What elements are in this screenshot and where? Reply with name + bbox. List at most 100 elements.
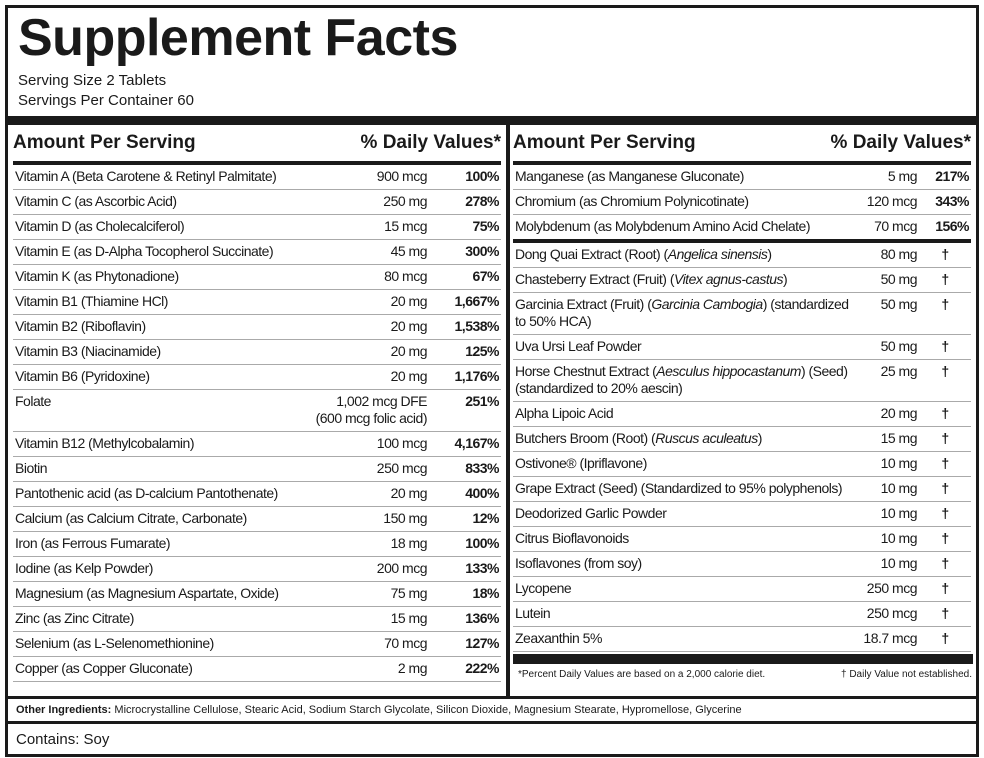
nutrient-amount: 50 mg <box>855 267 919 293</box>
left-header: Amount Per Serving % Daily Values* <box>13 125 501 165</box>
daily-value: 833% <box>429 456 501 482</box>
nutrient-name-text: Dong Quai Extract (Root) ( <box>515 246 668 262</box>
nutrient-name: Iron (as Ferrous Fumarate) <box>13 531 299 557</box>
nutrient-amount: 15 mg <box>855 426 919 452</box>
amount-value: 50 mg <box>880 271 918 287</box>
nutrient-row: Vitamin E (as D-Alpha Tocopherol Succina… <box>13 239 501 265</box>
dv-header: % Daily Values* <box>360 132 501 153</box>
nutrient-row: Vitamin B1 (Thiamine HCl) 20 mg 1,667% <box>13 289 501 315</box>
amount-value: 50 mg <box>880 338 918 354</box>
amount-value: 20 mg <box>880 405 918 421</box>
nutrient-name: Biotin <box>13 456 299 482</box>
nutrient-amount: 20 mg <box>299 339 429 365</box>
amount-value: 20 mg <box>390 293 428 309</box>
daily-value: † <box>919 526 971 552</box>
nutrient-name: Molybdenum (as Molybdenum Amino Acid Che… <box>513 214 855 243</box>
nutrient-name: Vitamin K (as Phytonadione) <box>13 264 299 290</box>
daily-value: 217% <box>919 165 971 190</box>
nutrient-amount: 200 mcg <box>299 556 429 582</box>
nutrient-name-text: Pantothenic acid (as D-calcium Pantothen… <box>15 485 278 501</box>
amount-value: 20 mg <box>390 318 428 334</box>
nutrient-name: Vitamin B1 (Thiamine HCl) <box>13 289 299 315</box>
amount-value: 250 mcg <box>376 460 428 476</box>
daily-value: † <box>919 267 971 293</box>
nutrient-name: Uva Ursi Leaf Powder <box>513 334 855 360</box>
nutrient-name: Horse Chestnut Extract (Aesculus hippoca… <box>513 359 855 402</box>
nutrient-row: Iodine (as Kelp Powder) 200 mcg 133% <box>13 556 501 582</box>
daily-value: † <box>919 359 971 402</box>
daily-value: † <box>919 601 971 627</box>
amount-value: 80 mcg <box>384 268 427 284</box>
nutrient-row: Zeaxanthin 5% 18.7 mcg † <box>513 626 971 652</box>
amount-value: 10 mg <box>880 530 918 546</box>
amount-value: 80 mg <box>880 246 918 262</box>
nutrient-name-text: Iodine (as Kelp Powder) <box>15 560 153 576</box>
amount-value: 18.7 mcg <box>863 630 917 646</box>
title: Supplement Facts <box>18 9 458 67</box>
other-ingredients-text: Microcrystalline Cellulose, Stearic Acid… <box>111 704 742 716</box>
nutrient-row: Grape Extract (Seed) (Standardized to 95… <box>513 476 971 502</box>
amount-value: 15 mcg <box>384 218 427 234</box>
amount-value: 15 mg <box>390 610 428 626</box>
nutrient-name-suffix: ) <box>757 430 763 446</box>
nutrient-row: Molybdenum (as Molybdenum Amino Acid Che… <box>513 214 971 243</box>
nutrient-name-text: Selenium (as L-Selenomethionine) <box>15 635 214 651</box>
nutrient-name: Lycopene <box>513 576 855 602</box>
nutrient-row: Isoflavones (from soy) 10 mg † <box>513 551 971 577</box>
nutrient-name-suffix: ) <box>767 246 772 262</box>
nutrient-row: Dong Quai Extract (Root) (Angelica sinen… <box>513 241 971 268</box>
nutrient-name: Garcinia Extract (Fruit) (Garcinia Cambo… <box>513 292 855 335</box>
nutrient-name-text: Vitamin C (as Ascorbic Acid) <box>15 193 177 209</box>
nutrient-row: Copper (as Copper Gluconate) 2 mg 222% <box>13 656 501 682</box>
nutrient-amount: 45 mg <box>299 239 429 265</box>
nutrient-row: Pantothenic acid (as D-calcium Pantothen… <box>13 481 501 507</box>
amount-value: 1,002 mcg DFE <box>336 393 427 409</box>
nutrient-amount: 20 mg <box>299 364 429 390</box>
other-ingredients: Other Ingredients: Microcrystalline Cell… <box>8 696 976 724</box>
daily-value: † <box>919 334 971 360</box>
nutrient-row: Alpha Lipoic Acid 20 mg † <box>513 401 971 427</box>
nutrient-row: Vitamin B2 (Riboflavin) 20 mg 1,538% <box>13 314 501 340</box>
nutrient-amount: 25 mg <box>855 359 919 402</box>
nutrient-name-text: Copper (as Copper Gluconate) <box>15 660 193 676</box>
nutrient-latin-name: Vitex agnus-castus <box>673 271 784 287</box>
nutrient-row: Deodorized Garlic Powder 10 mg † <box>513 501 971 527</box>
daily-value: 136% <box>429 606 501 632</box>
nutrient-latin-name: Ruscus aculeatus <box>655 430 758 446</box>
nutrient-row: Vitamin B6 (Pyridoxine) 20 mg 1,176% <box>13 364 501 390</box>
daily-value: 156% <box>919 214 971 243</box>
nutrient-amount: 120 mcg <box>855 189 919 215</box>
daily-value: 300% <box>429 239 501 265</box>
nutrient-name-text: Vitamin A (Beta Carotene & Retinyl Palmi… <box>15 168 277 184</box>
nutrient-amount: 20 mg <box>855 401 919 427</box>
nutrient-amount: 70 mcg <box>299 631 429 657</box>
amount-value: 200 mcg <box>376 560 428 576</box>
nutrient-row: Ostivone® (Ipriflavone) 10 mg † <box>513 451 971 477</box>
servings-per-container: Servings Per Container 60 <box>18 92 194 109</box>
left-nutrient-table: Vitamin A (Beta Carotene & Retinyl Palmi… <box>13 165 501 682</box>
nutrient-row: Magnesium (as Magnesium Aspartate, Oxide… <box>13 581 501 607</box>
nutrient-name: Vitamin B2 (Riboflavin) <box>13 314 299 340</box>
nutrient-amount: 150 mg <box>299 506 429 532</box>
daily-value: 100% <box>429 165 501 190</box>
amount-value: 10 mg <box>880 505 918 521</box>
nutrient-amount: 15 mcg <box>299 214 429 240</box>
daily-value: 133% <box>429 556 501 582</box>
nutrient-name-text: Butchers Broom (Root) ( <box>515 430 656 446</box>
nutrient-name: Magnesium (as Magnesium Aspartate, Oxide… <box>13 581 299 607</box>
nutrient-row: Chromium (as Chromium Polynicotinate) 120… <box>513 189 971 215</box>
amount-value: 10 mg <box>880 480 918 496</box>
amount-value: 25 mg <box>880 363 918 379</box>
nutrient-name-text: Grape Extract (Seed) (Standardized to 95… <box>515 480 843 496</box>
other-ingredients-label: Other Ingredients: <box>16 704 112 716</box>
nutrient-name: Vitamin B3 (Niacinamide) <box>13 339 299 365</box>
nutrient-row: Citrus Bioflavonoids 10 mg † <box>513 526 971 552</box>
amount-value: 18 mg <box>390 535 428 551</box>
amount-value: 150 mg <box>383 510 427 526</box>
nutrient-name: Zinc (as Zinc Citrate) <box>13 606 299 632</box>
nutrient-name-text: Vitamin B1 (Thiamine HCl) <box>15 293 168 309</box>
right-column: Amount Per Serving % Daily Values* Manga… <box>513 125 971 652</box>
serving-size: Serving Size 2 Tablets <box>18 72 167 89</box>
nutrient-amount: 15 mg <box>299 606 429 632</box>
column-divider <box>506 116 510 696</box>
